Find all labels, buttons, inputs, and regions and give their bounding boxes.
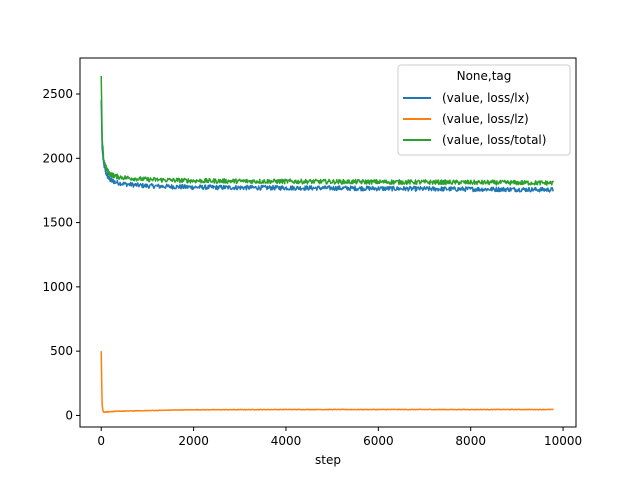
- legend-entries: (value, loss/lx) (value, loss/lz) (value, …: [403, 91, 546, 147]
- legend-entry-label: (value, loss/lx): [442, 91, 529, 105]
- series-line-0: [100, 100, 555, 193]
- y-tick-label: 0: [65, 408, 73, 422]
- x-axis-label: step: [315, 453, 341, 467]
- axes-frame: [79, 57, 577, 428]
- x-tick-label: 6000: [363, 434, 394, 448]
- legend-entry-label: (value, loss/total): [442, 133, 546, 147]
- x-tick-label: 0: [97, 434, 105, 448]
- y-tick-label: 2000: [42, 151, 73, 165]
- y-axis-ticks: 0 500 1000 1500 2000 2500: [42, 87, 80, 422]
- legend-entry-label: (value, loss/lz): [442, 112, 529, 126]
- y-tick-label: 1000: [42, 280, 73, 294]
- x-tick-label: 8000: [455, 434, 486, 448]
- x-tick-label: 10000: [544, 434, 582, 448]
- y-tick-label: 1500: [42, 216, 73, 230]
- series-line-2: [100, 75, 555, 186]
- legend-box: [397, 64, 571, 156]
- series-line-1: [100, 351, 554, 414]
- y-tick-label: 500: [50, 344, 73, 358]
- legend-title: None,tag: [457, 69, 512, 83]
- x-tick-label: 2000: [178, 434, 209, 448]
- x-tick-label: 4000: [271, 434, 302, 448]
- x-axis-ticks: 0 2000 4000 6000 8000 10000: [97, 427, 582, 448]
- y-tick-label: 2500: [42, 87, 73, 101]
- legend: None,tag (value, loss/lx) (value, loss/lz…: [397, 64, 571, 156]
- plot-lines: [100, 75, 555, 414]
